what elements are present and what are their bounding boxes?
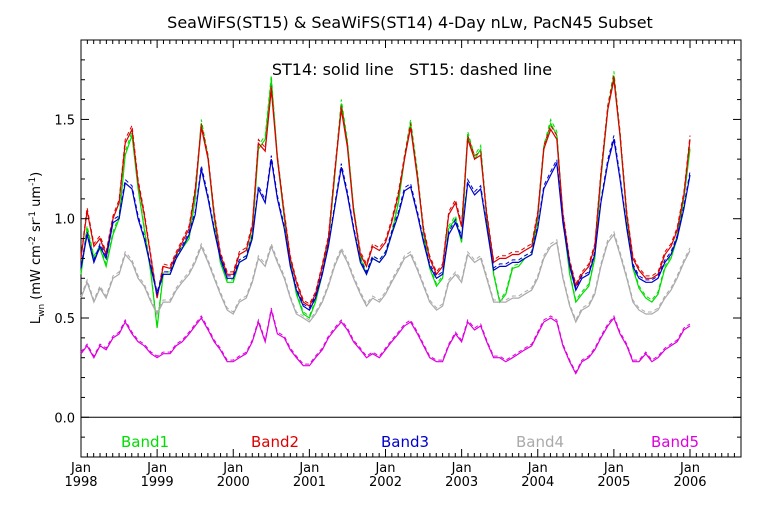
series-line-band3 xyxy=(80,139,691,311)
y-tick-label: 1.0 xyxy=(54,213,75,228)
x-tick-month: Jan xyxy=(679,461,700,476)
x-tick-year: 2000 xyxy=(217,475,250,490)
legend-item-band3: Band3 xyxy=(381,433,429,451)
x-tick-year: 2006 xyxy=(673,475,706,490)
y-axis-label-main: L xyxy=(29,316,44,324)
legend-item-band2: Band2 xyxy=(251,433,299,451)
legend-item-band1: Band1 xyxy=(121,433,169,451)
x-tick-month: Jan xyxy=(146,461,167,476)
x-tick-month: Jan xyxy=(451,461,472,476)
x-tick-year: 2002 xyxy=(369,475,402,490)
series-line-dashed-band5 xyxy=(80,307,691,374)
series-layer xyxy=(80,71,691,375)
series-line-dashed-band2 xyxy=(80,75,691,305)
series-line-dashed-band4 xyxy=(80,230,691,322)
x-tick-year: 2005 xyxy=(597,475,630,490)
x-tick-year: 2001 xyxy=(293,475,326,490)
x-tick-month: Jan xyxy=(374,461,395,476)
chart-subtitle: ST14: solid line ST15: dashed line xyxy=(272,60,552,79)
x-tick-month: Jan xyxy=(70,461,91,476)
y-axis-label-exp3: -1 xyxy=(28,177,38,186)
y-axis-label-exp2: -1 xyxy=(28,211,38,220)
plot-area: 0.00.51.01.5 Jan1998Jan1999Jan2000Jan200… xyxy=(54,39,742,490)
y-tick-label: 1.5 xyxy=(54,113,75,128)
x-tick-month: Jan xyxy=(222,461,243,476)
series-line-band4 xyxy=(80,233,691,324)
y-tick-label: 0.5 xyxy=(54,312,75,327)
legend-item-band4: Band4 xyxy=(516,433,564,451)
x-tick-month: Jan xyxy=(298,461,319,476)
y-axis-label-units-um: um xyxy=(29,186,44,211)
y-axis-label-units-close: ) xyxy=(29,172,44,177)
x-tick-month: Jan xyxy=(527,461,548,476)
y-tick-label: 0.0 xyxy=(54,411,75,426)
series-line-dashed-band3 xyxy=(80,135,691,309)
y-axis-label: Lwn (mW cm-2 sr-1 um-1) xyxy=(28,172,47,324)
series-line-band5 xyxy=(80,309,691,375)
y-axis-label-units-open: (mW cm xyxy=(29,245,44,304)
y-axis-label-exp1: -2 xyxy=(28,236,38,245)
x-tick-month: Jan xyxy=(603,461,624,476)
x-tick-year: 2004 xyxy=(521,475,554,490)
x-axis: Jan1998Jan1999Jan2000Jan2001Jan2002Jan20… xyxy=(64,40,735,490)
x-tick-year: 2003 xyxy=(445,475,478,490)
legend-item-band5: Band5 xyxy=(651,433,699,451)
y-axis-label-sub: wn xyxy=(37,304,47,317)
x-tick-year: 1999 xyxy=(141,475,174,490)
x-tick-year: 1998 xyxy=(64,475,97,490)
legend: Band1 Band2 Band3 Band4 Band5 xyxy=(121,433,699,451)
series-line-band2 xyxy=(80,79,691,307)
y-axis: 0.0 0.5 1.0 1.5 xyxy=(54,59,741,438)
y-axis-label-units-mid: sr xyxy=(29,219,44,236)
chart-title: SeaWiFS(ST15) & SeaWiFS(ST14) 4-Day nLw,… xyxy=(167,13,653,32)
